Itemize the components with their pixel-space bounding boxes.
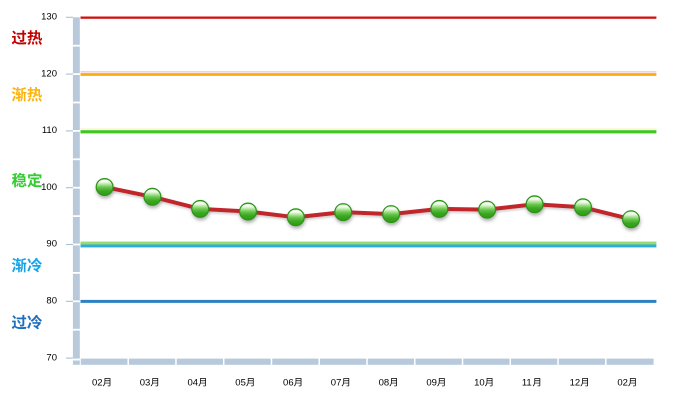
svg-text:90: 90 [46,239,57,250]
svg-text:130: 130 [41,12,57,23]
svg-text:06: 06 [283,378,294,389]
svg-text:70: 70 [46,352,57,363]
svg-text:110: 110 [42,125,57,136]
svg-text:02: 02 [617,378,628,389]
svg-text:04: 04 [188,378,199,389]
svg-text:07: 07 [331,378,342,389]
svg-text:12: 12 [570,378,581,389]
svg-text:11: 11 [522,378,532,389]
svg-text:05: 05 [235,378,246,389]
svg-text:80: 80 [46,296,57,307]
svg-text:09: 09 [426,378,437,389]
svg-text:03: 03 [140,378,151,389]
svg-text:08: 08 [379,378,390,389]
svg-text:100: 100 [41,182,57,193]
svg-text:120: 120 [41,68,57,79]
svg-text:10: 10 [474,378,485,389]
svg-text:02: 02 [92,378,103,389]
